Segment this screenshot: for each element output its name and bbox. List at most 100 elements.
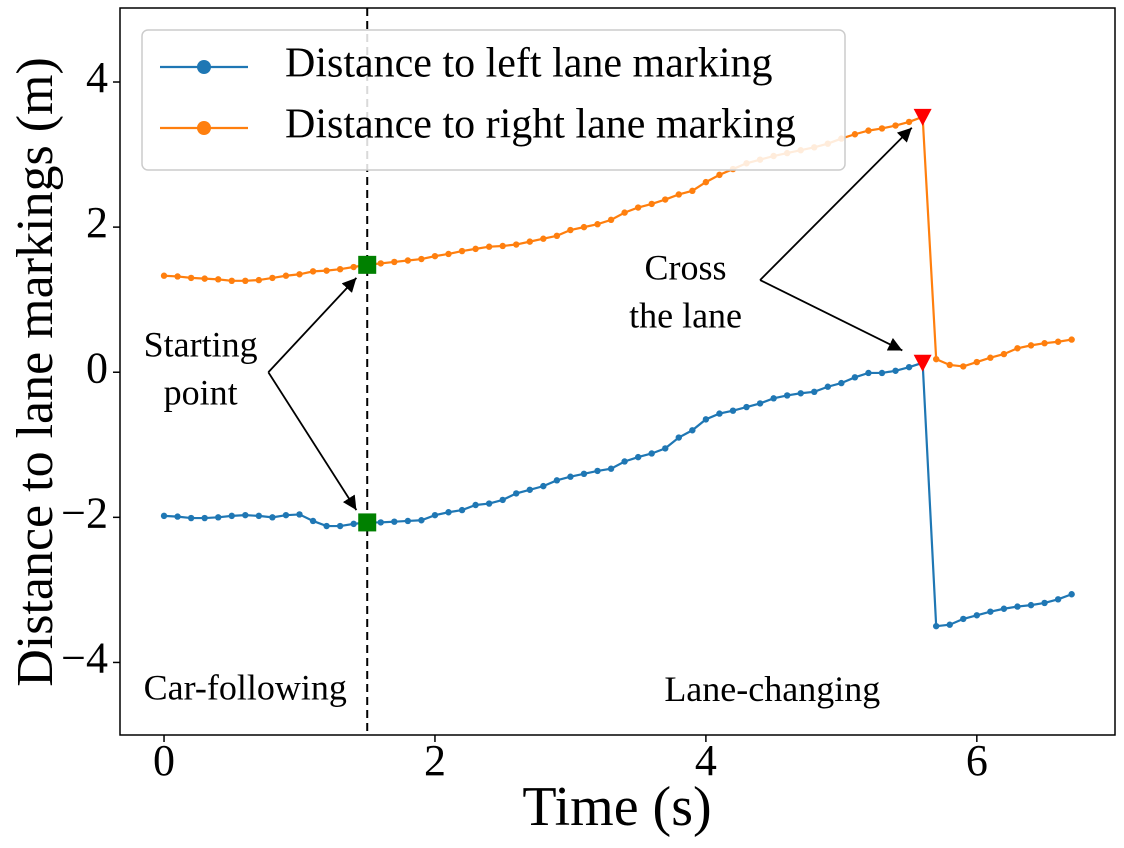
data-point <box>648 200 655 208</box>
x-tick-label: 4 <box>695 736 717 785</box>
annotation-text: the lane <box>629 296 742 336</box>
highlight-marker <box>358 513 377 532</box>
data-point <box>702 416 710 423</box>
data-point <box>770 395 777 402</box>
legend-marker <box>197 121 211 135</box>
data-point <box>729 407 737 414</box>
data-point <box>160 272 168 279</box>
data-point <box>431 252 439 260</box>
data-point <box>336 265 344 273</box>
legend-label: Distance to left lane marking <box>285 41 773 87</box>
data-point <box>1054 338 1062 345</box>
x-tick-label: 0 <box>153 736 175 785</box>
annotation-text: Cross <box>645 248 727 288</box>
y-tick-label: −4 <box>61 634 108 683</box>
data-point <box>987 354 994 361</box>
data-point <box>242 277 249 285</box>
y-axis-label: Distance to lane markings (m) <box>7 57 64 687</box>
data-point <box>878 369 886 377</box>
data-point <box>607 465 615 472</box>
data-point <box>418 255 425 263</box>
data-point <box>174 273 181 280</box>
data-point <box>797 390 804 397</box>
data-point <box>391 518 398 525</box>
data-point <box>418 517 425 524</box>
data-point <box>458 506 466 514</box>
data-point <box>377 260 384 267</box>
data-point <box>404 257 412 264</box>
data-point <box>851 131 859 138</box>
data-point <box>716 171 723 179</box>
y-tick-label: 4 <box>86 53 108 102</box>
data-point <box>377 519 384 526</box>
data-point <box>282 272 290 279</box>
annotation-arrow <box>759 127 913 281</box>
data-point <box>336 522 344 530</box>
data-point <box>553 232 561 240</box>
data-point <box>824 383 832 390</box>
data-point <box>1068 591 1075 598</box>
data-point <box>1041 599 1048 607</box>
data-point <box>472 501 479 509</box>
data-point <box>1014 345 1021 352</box>
data-point <box>905 363 913 371</box>
data-point <box>905 118 913 126</box>
data-point <box>513 241 520 248</box>
data-point <box>201 275 208 282</box>
region-label: Lane-changing <box>664 669 880 709</box>
data-point <box>499 242 506 250</box>
data-point <box>675 191 682 198</box>
data-point <box>756 400 764 407</box>
data-point <box>634 204 642 211</box>
data-point <box>309 268 317 275</box>
y-tick-label: 2 <box>86 198 108 247</box>
data-point <box>269 514 276 521</box>
data-point <box>404 517 412 525</box>
data-point <box>716 410 723 417</box>
data-point <box>689 187 696 195</box>
annotation-text: Starting <box>144 324 258 364</box>
data-point <box>1041 340 1048 347</box>
data-point <box>255 512 263 520</box>
data-point <box>675 434 682 441</box>
data-point <box>1054 596 1062 603</box>
x-tick-label: 2 <box>424 736 446 785</box>
data-point <box>973 612 981 619</box>
data-point <box>892 122 899 129</box>
data-point <box>485 243 493 250</box>
data-point <box>648 450 655 457</box>
data-point <box>201 514 208 522</box>
annotation-arrow <box>267 371 358 511</box>
data-point <box>472 245 479 253</box>
data-point <box>269 274 276 282</box>
data-point <box>621 458 628 465</box>
data-point <box>526 238 533 245</box>
data-point <box>323 267 330 274</box>
data-point <box>594 467 601 475</box>
data-point <box>689 427 696 434</box>
highlight-marker <box>913 108 932 126</box>
data-point <box>160 512 168 520</box>
data-point <box>865 127 872 134</box>
data-point <box>634 453 642 461</box>
data-point <box>1027 342 1035 349</box>
data-point <box>580 470 588 478</box>
data-point <box>485 500 493 507</box>
data-point <box>445 250 452 258</box>
data-point <box>187 514 195 522</box>
data-point <box>567 473 574 480</box>
data-point <box>960 615 967 623</box>
data-point <box>662 445 669 452</box>
legend-marker <box>197 60 211 74</box>
plot-frame <box>119 7 1116 736</box>
data-point <box>702 178 710 186</box>
data-point <box>567 226 574 234</box>
annotation-arrow <box>267 277 358 373</box>
data-point <box>242 511 249 519</box>
data-point <box>946 361 953 369</box>
data-point <box>174 513 181 520</box>
data-point <box>228 512 235 520</box>
data-point <box>526 486 533 493</box>
data-point <box>296 271 303 278</box>
